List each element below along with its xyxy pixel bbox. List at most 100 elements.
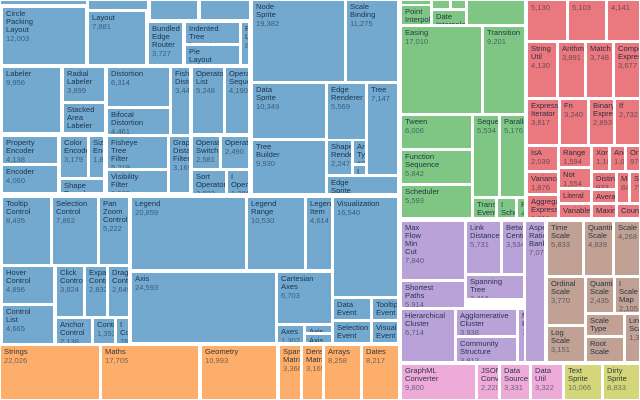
cell-label: Shape Encoder bbox=[64, 181, 92, 193]
treemap-cell-vis: I Con763 bbox=[116, 318, 129, 344]
cell-label: Legend bbox=[135, 199, 161, 208]
treemap-cell-data: GraphML Converter 9,800 bbox=[401, 364, 476, 400]
cell-value: 19,382 bbox=[256, 19, 280, 28]
cell-value: 4,130 bbox=[531, 61, 551, 70]
treemap-cell-data: Data Util 3,322 bbox=[531, 364, 563, 400]
cell-label: Operator Switch bbox=[196, 138, 220, 155]
cell-label: Edge Sprite bbox=[331, 178, 351, 194]
cell-value: 933 bbox=[596, 183, 609, 189]
cell-value: 3,770 bbox=[551, 296, 571, 305]
cell-value: 4,268 bbox=[618, 232, 638, 241]
treemap-cell-query: If 2,732 bbox=[615, 99, 640, 145]
cell-label: Composite Expression bbox=[618, 44, 639, 61]
cell-value: 5,534 bbox=[477, 126, 497, 135]
treemap-cell-analytics: Hierarchical Cluster 6,714 bbox=[401, 309, 455, 362]
cell-value: 6,006 bbox=[405, 126, 425, 135]
treemap-cell-vis: Fisheye Tree Filter 5,219 bbox=[107, 136, 168, 169]
treemap-cell-vis: Operator Sequence4,190 bbox=[225, 67, 249, 134]
treemap-cell-vis: Control List 4,665 bbox=[2, 305, 54, 344]
cell-value: 1,353 bbox=[97, 329, 115, 338]
cell-label: Quantitative Scale bbox=[588, 223, 613, 240]
cell-value: 5,833 bbox=[551, 240, 571, 249]
treemap-cell-vis: Indented Tree Layout bbox=[185, 22, 240, 44]
treemap-cell-query: Or970 bbox=[626, 146, 640, 171]
cell-value: 17,010 bbox=[405, 37, 429, 46]
treemap-cell-vis: Arrow Type698 bbox=[353, 140, 366, 164]
cell-value: 1,02 bbox=[614, 157, 625, 166]
cell-value: 2,023 bbox=[196, 189, 216, 194]
treemap-cell-query: Variance 1,876 bbox=[527, 172, 558, 194]
cell-value: 3,812 bbox=[460, 356, 480, 362]
treemap-cell-util: Geometry 10,993 bbox=[201, 345, 277, 400]
treemap-cell-animate: Scheduler 5,593 bbox=[401, 185, 472, 218]
cell-value: 3,748 bbox=[590, 53, 610, 62]
cell-label: String Util bbox=[531, 44, 551, 61]
cell-value: 2,435 bbox=[590, 296, 610, 305]
cell-value: 17,705 bbox=[105, 356, 129, 365]
cell-label: Tree Builder bbox=[256, 142, 280, 159]
cell-label: I Con bbox=[120, 320, 128, 337]
treemap-cell-vis: Tooltip Control 8,435 bbox=[2, 197, 51, 265]
treemap-cell-animate: Function Sequence 5,842 bbox=[401, 150, 472, 184]
cell-value: 7,881 bbox=[92, 22, 112, 31]
treemap-cell-query: Average891 bbox=[592, 190, 616, 203]
treemap-cell-util: Sparse Matrix3,366 bbox=[279, 345, 301, 400]
cell-label: I Scale Map bbox=[619, 279, 638, 304]
cell-value: 3,151 bbox=[551, 345, 571, 354]
treemap-cell-vis bbox=[0, 0, 87, 5]
cell-label: Agglomerative Cluster bbox=[460, 311, 509, 328]
cell-value: 2,138 bbox=[60, 337, 80, 344]
cell-value: 3,509 bbox=[111, 190, 165, 193]
cell-label: Pan Zoom Control bbox=[103, 199, 128, 224]
treemap-cell-vis: Legend Range 10,530 bbox=[247, 197, 305, 270]
treemap-cell-animate: Parallel5,176 bbox=[500, 115, 525, 197]
cell-label: Dates bbox=[366, 347, 386, 356]
cell-value: 8,833 bbox=[607, 383, 627, 392]
treemap-cell-scale: Time Scale 5,833 bbox=[547, 221, 583, 276]
cell-label: Tween bbox=[405, 117, 428, 126]
cell-value: 1,594 bbox=[563, 157, 583, 166]
cell-label: Layout bbox=[92, 13, 115, 22]
treemap-cell-scale: Ordinal Scale 3,770 bbox=[547, 277, 585, 325]
treemap-cell-query: And1,02 bbox=[610, 146, 625, 171]
cell-value: 6,314 bbox=[111, 78, 131, 87]
cell-label: Maximum bbox=[596, 206, 615, 215]
cell-value: 10,066 bbox=[568, 383, 592, 392]
treemap-cell-analytics: Max Flow Min Cut 7,840 bbox=[401, 221, 465, 280]
cell-value: 84 bbox=[621, 183, 629, 192]
treemap-cell-vis: Control1,353 bbox=[93, 318, 115, 344]
cell-label: Hover Control bbox=[6, 268, 31, 285]
cell-value: 8,217 bbox=[366, 356, 386, 365]
cell-value: 2,732 bbox=[619, 110, 639, 119]
cell-label: Axis bbox=[309, 336, 324, 343]
cell-value: 12,003 bbox=[6, 34, 30, 43]
cell-label: Distinct bbox=[596, 174, 615, 183]
treemap-cell-vis: Shape Renderer2,247 bbox=[327, 140, 352, 175]
cell-value: 5,914 bbox=[405, 300, 425, 308]
treemap-cell-animate: Pa44 bbox=[517, 198, 525, 218]
treemap-cell-vis: Size Encoder1,83 bbox=[89, 136, 104, 178]
cell-label: Fn bbox=[564, 101, 573, 110]
cell-label: Indented Tree Layout bbox=[189, 24, 219, 44]
cell-value: 3,331 bbox=[504, 383, 524, 392]
cell-value: 7,862 bbox=[56, 216, 76, 225]
cell-value: 3,444 bbox=[175, 86, 190, 95]
cell-label: Maths bbox=[105, 347, 126, 356]
cell-label: Range bbox=[563, 148, 586, 157]
cell-value: 20,859 bbox=[135, 208, 159, 217]
cell-value: 5,130 bbox=[531, 3, 551, 12]
cell-value: 2,247 bbox=[331, 159, 351, 168]
treemap-cell-vis: Color Encoder3,179 bbox=[60, 136, 88, 178]
treemap-cell-query: Sum79 bbox=[630, 172, 640, 203]
treemap-cell-scale: Root Scale bbox=[586, 337, 624, 362]
treemap-cell-vis: Axis bbox=[305, 325, 332, 333]
cell-label: Scale Type bbox=[590, 316, 609, 333]
cell-value: 1,701 bbox=[376, 318, 395, 320]
treemap-cell-query: 4,141 bbox=[607, 0, 640, 41]
treemap-cell-vis: Distortion 6,314 bbox=[107, 67, 170, 107]
treemap-cell-vis: Tooltip Event1,701 bbox=[372, 298, 398, 320]
cell-value: 4,060 bbox=[6, 176, 26, 185]
